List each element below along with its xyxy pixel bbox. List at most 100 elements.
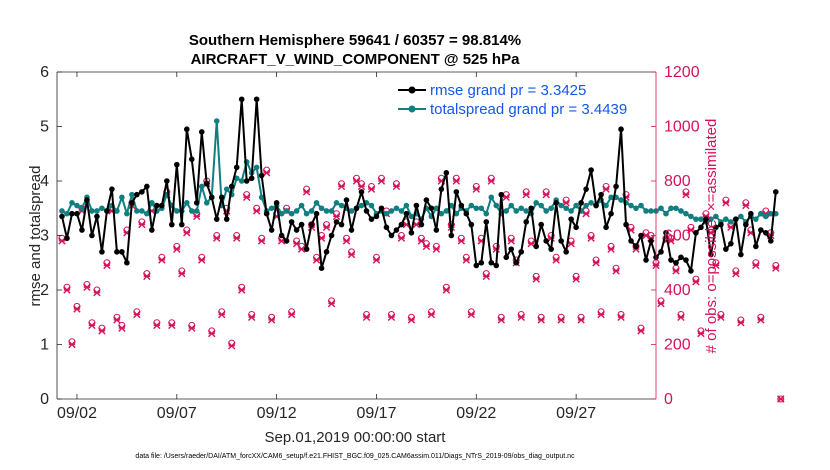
legend-rmse-marker: [408, 86, 416, 94]
series-point-totalspread: [398, 208, 405, 214]
series-layer: [59, 96, 779, 274]
obs-assimilated-point: [522, 190, 530, 199]
obs-assimilated-point: [592, 259, 600, 267]
series-point-rmse: [643, 257, 649, 263]
series-point-rmse: [693, 229, 699, 236]
series-point-rmse: [598, 191, 604, 198]
series-point-rmse: [223, 216, 230, 222]
series-point-rmse: [243, 178, 250, 184]
series-point-totalspread: [383, 210, 390, 217]
y-left-tick-label: 3: [40, 228, 49, 245]
tick-layer: 09/02 09/07 09/12 09/17 09/22 09/27 0 1 2 3 4 5 6 0 20…: [40, 64, 700, 422]
series-point-rmse: [403, 210, 410, 217]
series-point-totalspread: [313, 200, 320, 206]
series-point-rmse: [283, 238, 290, 244]
series-point-rmse: [543, 238, 549, 244]
obs-assimilated-point: [502, 193, 510, 202]
series-point-rmse: [84, 197, 90, 203]
series-point-rmse: [383, 224, 390, 231]
series-point-totalspread: [693, 216, 699, 222]
series-point-totalspread: [563, 205, 569, 212]
obs-assimilated-point: [168, 321, 176, 330]
series-point-rmse: [528, 205, 535, 212]
series-point-rmse: [593, 202, 599, 209]
legend-totalspread-label: totalspread grand pr = 3.4439: [430, 101, 627, 118]
obs-assimilated-point: [103, 261, 111, 270]
obs-assimilated-point: [572, 275, 580, 283]
series-point-rmse: [678, 254, 684, 261]
obs-assimilated-point: [407, 316, 416, 324]
series-point-rmse: [164, 178, 170, 184]
series-point-totalspread: [99, 205, 105, 212]
series-point-rmse: [268, 227, 275, 233]
series-point-rmse: [338, 221, 345, 228]
obs-assimilated-point: [233, 234, 241, 242]
series-point-totalspread: [149, 200, 155, 206]
obs-assimilated-point: [63, 286, 71, 294]
series-point-totalspread: [368, 202, 375, 209]
obs-assimilated-point: [118, 324, 126, 332]
series-point-rmse: [688, 268, 694, 274]
series-point-totalspread: [89, 208, 95, 214]
obs-assimilated-point: [462, 256, 471, 264]
obs-assimilated-point: [138, 220, 146, 229]
obs-assimilated-point: [228, 342, 236, 350]
series-point-totalspread: [658, 205, 664, 212]
series-point-totalspread: [288, 210, 295, 217]
y-right-tick-label: 600: [664, 228, 691, 245]
series-point-rmse: [608, 210, 614, 217]
chart-title-line-2: AIRCRAFT_V_WIND_COMPONENT @ 525 hPa: [191, 51, 521, 68]
series-point-totalspread: [488, 194, 495, 201]
series-point-rmse: [583, 186, 589, 192]
series-point-rmse: [488, 259, 495, 266]
obs-assimilated-point: [183, 229, 191, 237]
y-right-tick-label: 400: [664, 282, 691, 299]
obs-assimilated-point: [247, 313, 256, 321]
obs-assimilated-point: [597, 310, 605, 319]
series-point-totalspread: [79, 205, 85, 212]
series-point-totalspread: [628, 202, 634, 209]
series-point-rmse: [144, 183, 150, 190]
series-point-rmse: [94, 213, 100, 220]
series-point-rmse: [198, 129, 205, 135]
series-point-totalspread: [238, 178, 245, 184]
obs-assimilated-point: [687, 226, 695, 234]
series-point-rmse: [493, 262, 500, 269]
series-point-totalspread: [258, 194, 265, 201]
series-point-rmse: [758, 227, 764, 233]
series-point-totalspread: [543, 208, 549, 214]
x-tick-label: 09/17: [356, 405, 396, 422]
series-point-rmse: [768, 238, 774, 244]
series-point-totalspread: [698, 216, 704, 222]
obs-assimilated-point: [252, 207, 261, 215]
series-point-rmse: [558, 238, 564, 244]
series-point-rmse: [363, 208, 370, 214]
series-point-totalspread: [193, 208, 200, 214]
series-point-totalspread: [508, 202, 515, 209]
series-point-rmse: [303, 246, 310, 252]
obs-assimilated-point: [357, 182, 366, 191]
series-point-rmse: [318, 265, 325, 272]
obs-assimilated-point: [257, 237, 266, 245]
obs-assimilated-point: [637, 327, 645, 335]
series-point-rmse: [104, 208, 110, 214]
series-point-rmse: [473, 262, 480, 269]
obs-assimilated-point: [452, 177, 461, 185]
series-point-rmse: [64, 235, 70, 242]
series-point-totalspread: [728, 219, 734, 225]
series-point-rmse: [668, 257, 674, 263]
obs-assimilated-point: [178, 269, 186, 278]
series-point-rmse: [213, 216, 220, 222]
series-point-rmse: [124, 259, 130, 266]
series-point-rmse: [248, 175, 255, 182]
series-point-rmse: [703, 216, 709, 222]
series-point-totalspread: [408, 213, 415, 220]
obs-assimilated-point: [772, 264, 780, 272]
x-tick-label: 09/22: [456, 405, 496, 422]
series-point-rmse: [603, 224, 609, 231]
obs-assimilated-point: [752, 261, 760, 270]
series-point-rmse: [483, 219, 490, 225]
series-point-rmse: [418, 221, 425, 228]
series-point-rmse: [69, 210, 75, 217]
series-point-rmse: [463, 210, 470, 217]
